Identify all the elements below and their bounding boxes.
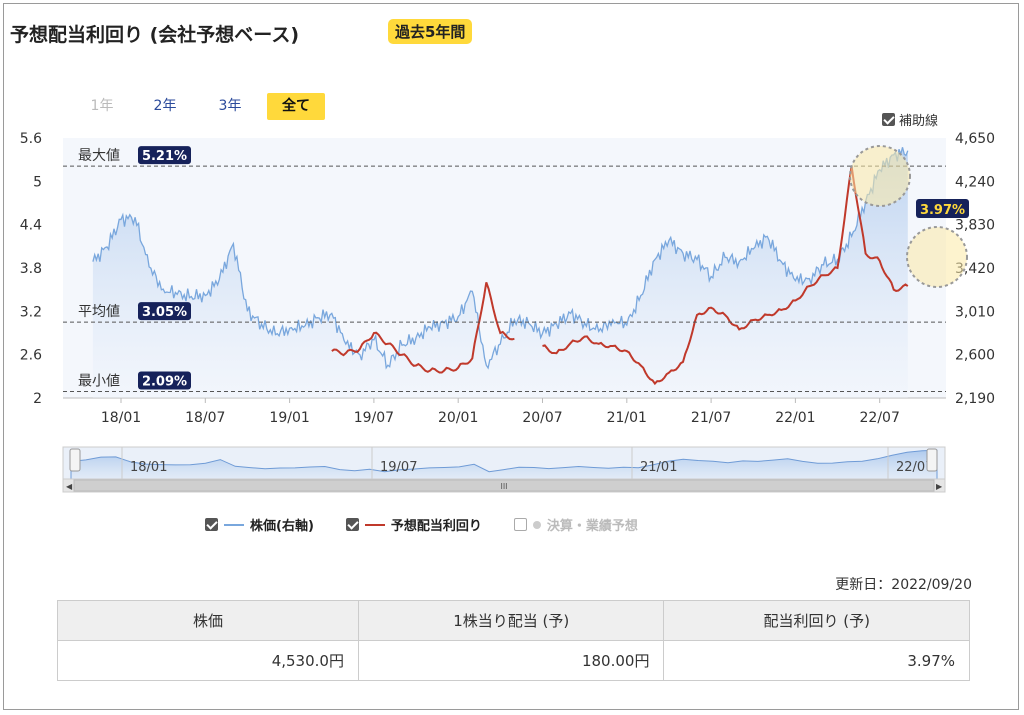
legend-item-yield[interactable]: 予想配当利回り [345, 515, 482, 534]
table-header: 配当利回り (予) [663, 600, 970, 641]
yield-value: 3.97% [663, 640, 970, 681]
period-badge: 過去5年間 [388, 19, 473, 44]
range-tab-2y[interactable]: 2年 [153, 98, 177, 114]
checkbox-checked-icon[interactable] [882, 113, 895, 126]
checkbox-checked-icon[interactable] [345, 518, 359, 531]
checkbox-unchecked-icon[interactable] [513, 518, 527, 531]
checkbox-checked-icon[interactable] [205, 518, 218, 531]
page-title: 予想配当利回り (会社予想ベース) [10, 24, 300, 46]
table-header-row: 株価 1株当り配当 (予) 配当利回り (予) [57, 600, 970, 641]
updated-date: 更新日：2022/09/20 [835, 577, 972, 593]
range-tab-1y[interactable]: 1年 [90, 98, 114, 114]
table-header: 株価 [57, 600, 359, 641]
guide-lines-toggle[interactable]: 補助線 [882, 110, 938, 129]
yield-line-swatch [364, 523, 385, 526]
table-header: 1株当り配当 (予) [357, 600, 665, 641]
range-tab-3y[interactable]: 3年 [218, 98, 242, 114]
dividend-value: 180.00円 [357, 640, 665, 681]
summary-table: 株価 1株当り配当 (予) 配当利回り (予) 4,530.0円 180.00円… [57, 600, 970, 681]
legend-label: 決算・業績予想 [546, 519, 638, 534]
legend-label: 予想配当利回り [390, 519, 482, 534]
legend-item-earnings[interactable]: 決算・業績予想 [513, 515, 638, 534]
guide-lines-label: 補助線 [899, 114, 939, 129]
price-value: 4,530.0円 [57, 640, 359, 681]
price-line-swatch [224, 523, 244, 526]
table-row: 4,530.0円 180.00円 3.97% [57, 640, 970, 681]
earnings-dot-icon [532, 520, 541, 529]
legend-label: 株価(右軸) [250, 519, 314, 534]
legend: 株価(右軸) 予想配当利回り 決算・業績予想 [205, 515, 662, 534]
legend-item-price[interactable]: 株価(右軸) [205, 515, 314, 534]
range-tab-all[interactable]: 全て [267, 93, 325, 120]
